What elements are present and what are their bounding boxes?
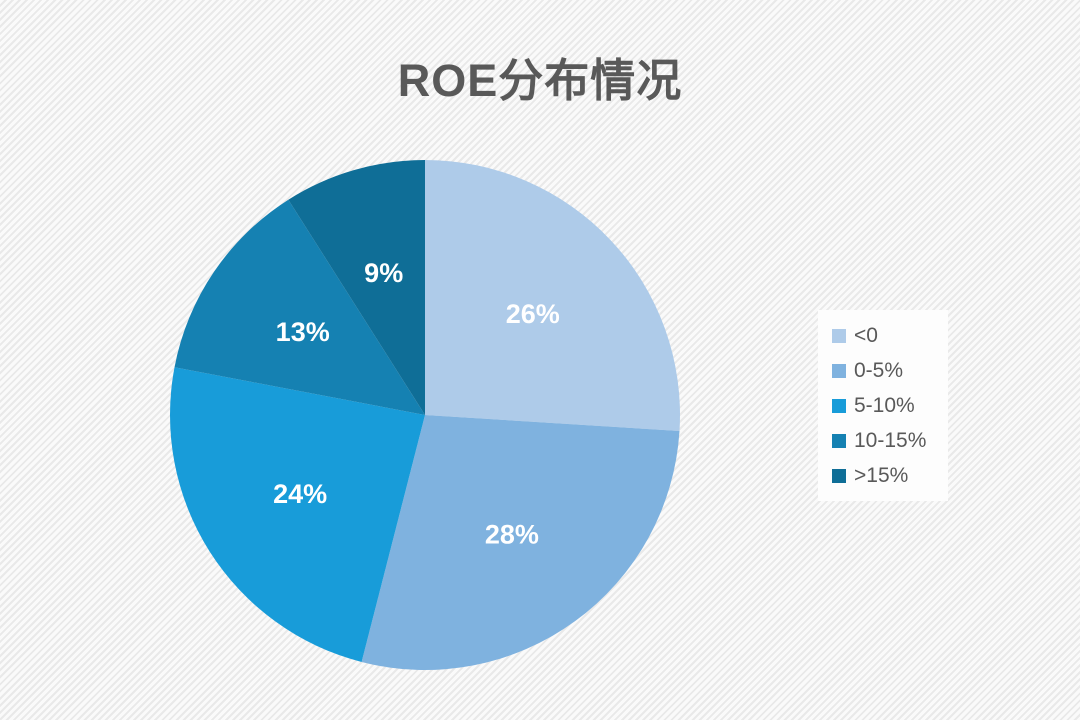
pie-slice-label-3: 13% bbox=[276, 317, 330, 347]
legend-label: 0-5% bbox=[854, 359, 904, 382]
legend-label: >15% bbox=[854, 464, 909, 487]
legend-item-4: >15% bbox=[832, 465, 930, 486]
legend-item-3: 10-15% bbox=[832, 430, 930, 451]
pie-slice-label-1: 28% bbox=[485, 520, 539, 550]
chart-title: ROE分布情况 bbox=[397, 55, 683, 106]
legend-label: 10-15% bbox=[854, 429, 927, 452]
pie-slice-label-4: 9% bbox=[364, 258, 403, 288]
legend-item-2: 5-10% bbox=[832, 395, 930, 416]
legend-label: <0 bbox=[854, 324, 878, 347]
legend-item-1: 0-5% bbox=[832, 360, 930, 381]
pie-slice-4 bbox=[288, 160, 425, 415]
legend-label: 5-10% bbox=[854, 394, 915, 417]
pie-slice-0 bbox=[425, 160, 681, 432]
pie-slice-label-2: 24% bbox=[273, 479, 327, 509]
legend-swatch-icon bbox=[832, 328, 846, 343]
legend: <0 0-5% 5-10% 10-15% >15% bbox=[818, 310, 948, 501]
legend-swatch-icon bbox=[832, 363, 846, 378]
legend-swatch-icon bbox=[832, 398, 846, 413]
pie-slice-3 bbox=[174, 199, 425, 415]
legend-item-0: <0 bbox=[832, 325, 930, 346]
legend-swatch-icon bbox=[832, 433, 846, 448]
pie-slice-label-0: 26% bbox=[506, 299, 560, 329]
pie-slice-2 bbox=[170, 367, 425, 662]
legend-swatch-icon bbox=[832, 468, 846, 483]
pie-slice-1 bbox=[361, 415, 680, 671]
